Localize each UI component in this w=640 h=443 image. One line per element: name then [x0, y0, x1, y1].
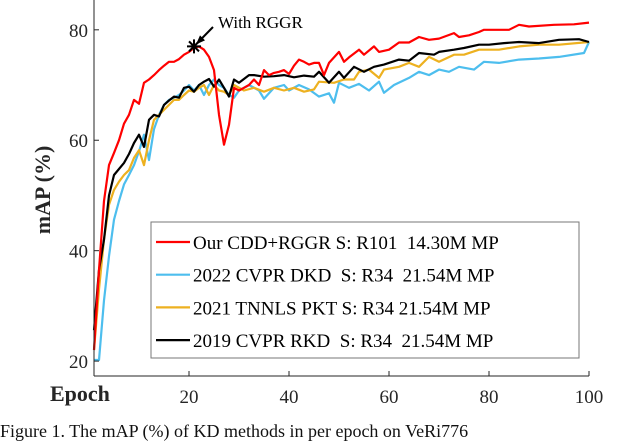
x-tick-label: 60 [380, 387, 399, 408]
legend-label-1: 2022 CVPR DKD S: R34 21.54M MP [193, 266, 494, 287]
x-tick-label: 40 [280, 387, 299, 408]
figure-caption: Figure 1. The mAP (%) of KD methods in p… [0, 421, 469, 441]
series-lines [92, 21, 591, 362]
annotation: With RGGR [187, 13, 303, 54]
y-tick-label: 40 [69, 242, 88, 263]
x-tick-label: 100 [575, 387, 604, 408]
legend: Our CDD+RGGR S: R101 14.30M MP 2022 CVPR … [150, 221, 580, 359]
series-line-0 [92, 21, 590, 351]
arrow-head-icon [196, 35, 205, 45]
series-line-2 [92, 40, 590, 351]
legend-box [150, 221, 580, 359]
x-tick-label: 80 [480, 387, 499, 408]
series-line-3 [92, 38, 590, 331]
y-tick-label: 60 [69, 131, 88, 152]
legend-label-0: Our CDD+RGGR S: R101 14.30M MP [193, 233, 499, 254]
x-axis-label: Epoch [50, 381, 110, 406]
y-axis-label: mAP (%) [30, 146, 55, 235]
y-tick-label: 80 [69, 21, 88, 42]
star-marker-icon [187, 39, 201, 54]
legend-label-2: 2021 TNNLS PKT S: R34 21.54M MP [193, 298, 491, 319]
y-tick-label: 20 [69, 352, 88, 373]
axes: 20 40 60 80 100 20 40 60 80 [69, 0, 603, 408]
legend-label-3: 2019 CVPR RKD S: R34 21.54M MP [193, 331, 493, 352]
x-tick-label: 20 [180, 387, 199, 408]
annotation-text: With RGGR [218, 13, 303, 32]
